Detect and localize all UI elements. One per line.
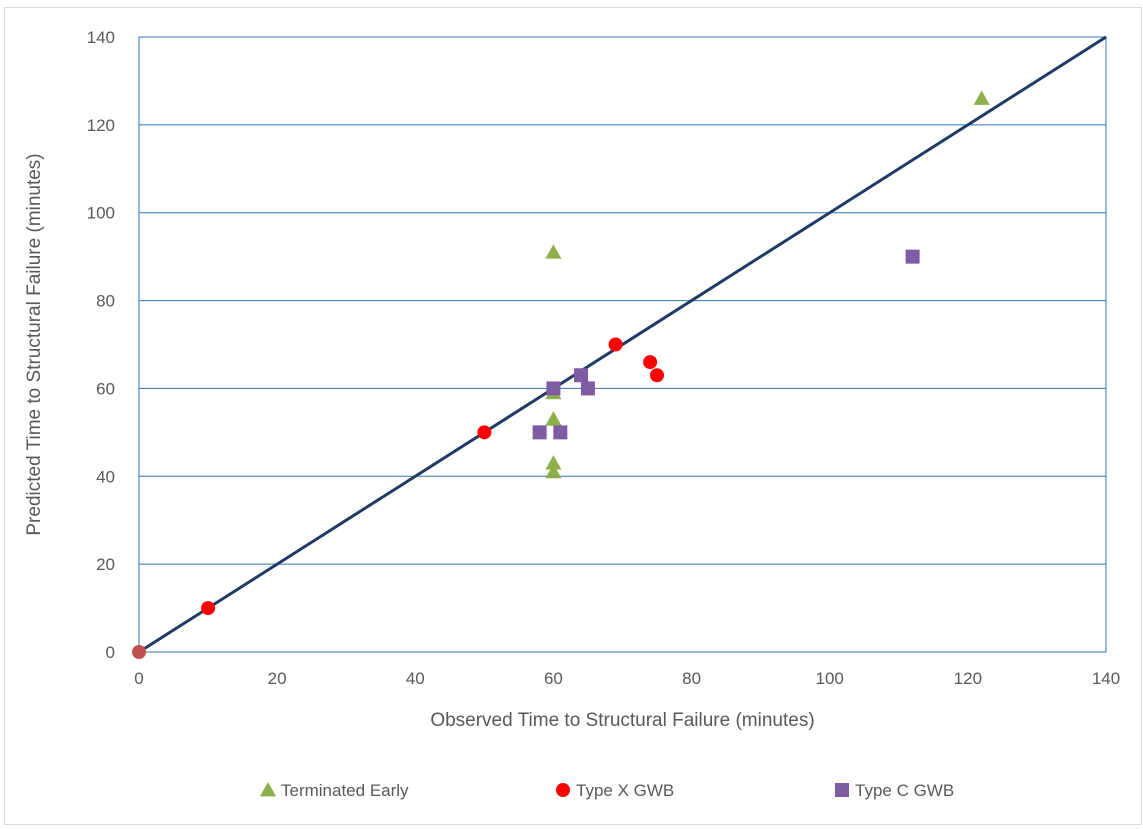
- plot-area-border: [138, 36, 1107, 653]
- point-type-x-gwb: [132, 645, 146, 659]
- legend-item-terminated-early: Terminated Early: [260, 781, 409, 800]
- x-tick-label: 60: [544, 669, 563, 688]
- x-tick-label: 20: [268, 669, 287, 688]
- legend-item-type-x-gwb: Type X GWB: [556, 781, 674, 800]
- legend-marker-terminated-early: [260, 782, 276, 797]
- point-type-x-gwb: [643, 355, 658, 370]
- x-axis-title: Observed Time to Structural Failure (min…: [430, 710, 814, 731]
- y-tick-label: 80: [96, 292, 115, 311]
- x-tick-label: 40: [406, 669, 425, 688]
- y-tick-label: 60: [96, 379, 115, 398]
- point-type-c-gwb: [532, 425, 547, 440]
- y-tick-label: 0: [106, 643, 115, 662]
- y-tick-label: 140: [87, 28, 115, 47]
- grid-layer: [139, 36, 1106, 653]
- point-type-c-gwb: [546, 381, 561, 396]
- point-terminated-early: [973, 90, 990, 105]
- x-tick-label: 80: [682, 669, 701, 688]
- scatter-chart: 0 20 40 60 80 100 120 140 0 20 40 60 80 100 120 140 Ob…: [24, 28, 1120, 800]
- point-type-x-gwb: [201, 601, 216, 616]
- point-type-x-gwb: [608, 337, 623, 352]
- point-terminated-early: [545, 411, 562, 426]
- y-tick-label: 20: [96, 555, 115, 574]
- legend-label-type-c-gwb: Type C GWB: [855, 781, 954, 800]
- point-type-x-gwb: [477, 425, 492, 440]
- y-tick-label: 120: [87, 116, 115, 135]
- point-type-c-gwb: [905, 249, 920, 264]
- legend-label-type-x-gwb: Type X GWB: [576, 781, 674, 800]
- point-terminated-early: [545, 463, 562, 479]
- legend-marker-type-x-gwb: [556, 783, 570, 797]
- legend-label-terminated-early: Terminated Early: [281, 781, 409, 800]
- point-terminated-early: [545, 244, 562, 259]
- point-type-c-gwb: [574, 368, 589, 383]
- y-tick-labels: 0 20 40 60 80 100 120 140: [87, 28, 115, 662]
- marks-layer: [132, 90, 990, 659]
- x-tick-labels: 0 20 40 60 80 100 120 140: [134, 669, 1120, 688]
- x-tick-label: 100: [816, 669, 844, 688]
- y-tick-label: 40: [96, 467, 115, 486]
- legend-marker-type-c-gwb: [835, 783, 849, 797]
- point-terminated-early: [545, 455, 562, 470]
- x-tick-label: 120: [954, 669, 982, 688]
- point-type-x-gwb: [650, 368, 665, 383]
- legend: Terminated Early Type X GWB Type C GWB: [260, 781, 954, 800]
- point-type-c-gwb: [553, 425, 568, 440]
- legend-item-type-c-gwb: Type C GWB: [835, 781, 954, 800]
- x-tick-label: 140: [1092, 669, 1120, 688]
- point-type-c-gwb: [580, 381, 595, 396]
- chart-frame: 0 20 40 60 80 100 120 140 0 20 40 60 80 100 120 140 Ob…: [4, 7, 1142, 825]
- y-axis-title: Predicted Time to Structural Failure (mi…: [24, 153, 45, 535]
- x-tick-label: 0: [134, 669, 143, 688]
- y-tick-label: 100: [87, 204, 115, 223]
